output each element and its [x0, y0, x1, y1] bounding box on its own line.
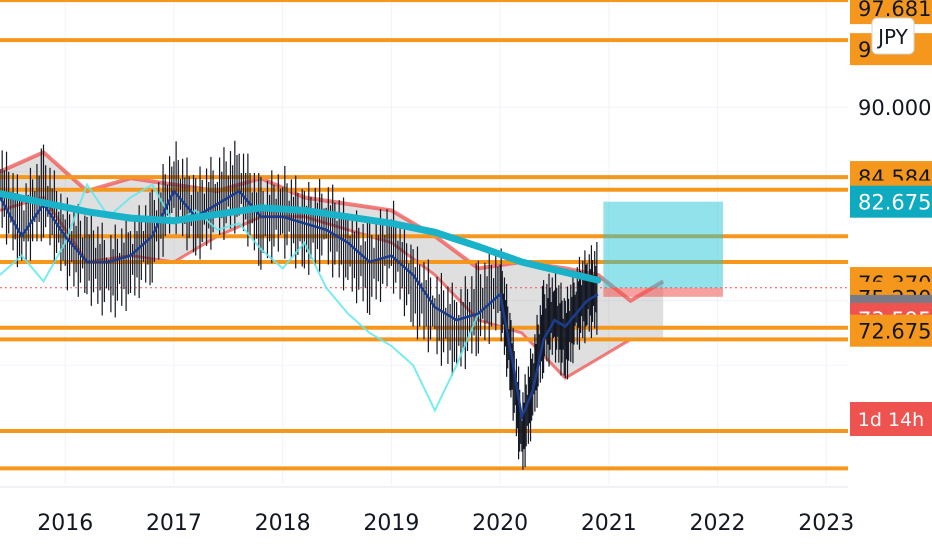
time-tick-label: 2018 — [255, 511, 311, 536]
time-axis-background — [0, 487, 932, 550]
time-tick-label: 2022 — [690, 511, 746, 536]
time-tick-label: 2019 — [363, 511, 419, 536]
time-tick-label: 2020 — [472, 511, 528, 536]
currency-badge: JPY — [876, 25, 909, 49]
lagging-span-line — [0, 182, 501, 413]
time-axis[interactable]: 2016 2017 2018 2019 2020 2021 2022 2023 — [0, 486, 932, 550]
price-label-background — [850, 185, 932, 218]
countdown-label: 1d 14h — [858, 409, 924, 431]
price-label: 72.675 — [858, 320, 931, 344]
price-bars — [0, 140, 598, 470]
position-target-zone — [603, 201, 723, 288]
time-tick-label: 2017 — [146, 511, 202, 536]
time-tick-label: 2016 — [37, 511, 93, 536]
price-label: 9 — [858, 38, 871, 62]
axis-badges: JPY 1d 14h — [850, 17, 932, 436]
indicator-lines — [0, 182, 602, 422]
tenkan-line — [0, 188, 599, 422]
currency-badge-box — [871, 17, 915, 55]
countdown-background — [850, 402, 932, 436]
cloud-upper-line — [0, 149, 665, 304]
long-position-tool[interactable] — [603, 201, 723, 297]
moving-average-line — [0, 190, 602, 284]
time-tick-label: 2023 — [798, 511, 854, 536]
price-label: 82.675 — [858, 191, 931, 215]
price-label: 97.681 — [858, 0, 931, 21]
time-tick-label: 2021 — [581, 511, 637, 536]
price-label-background — [850, 314, 932, 347]
price-label: 90.000 — [858, 96, 931, 120]
position-stop-zone — [603, 287, 723, 297]
